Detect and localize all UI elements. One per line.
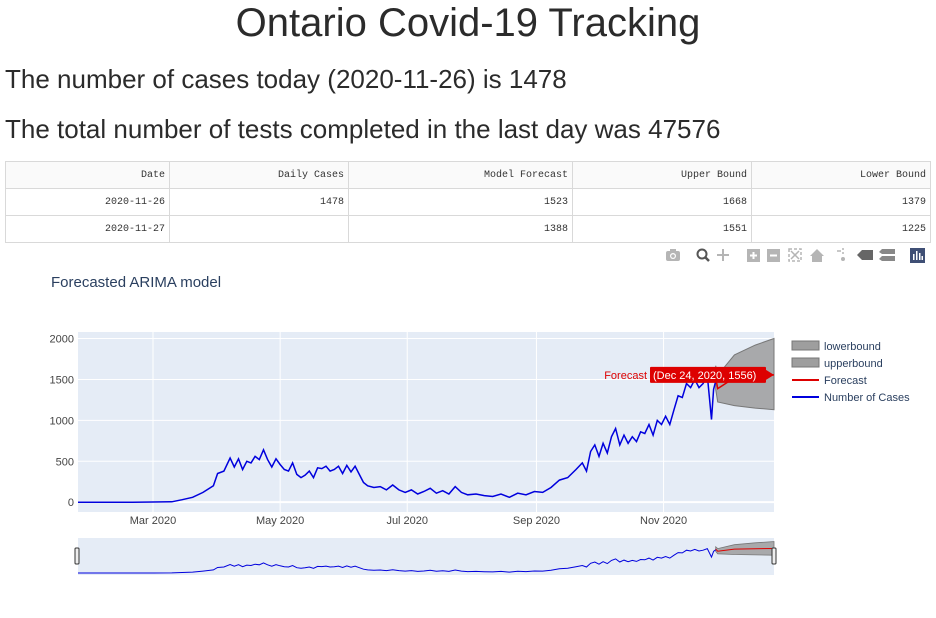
cases-today-text: The number of cases today (2020-11-26) i… (5, 64, 567, 94)
legend-label: lowerbound (824, 341, 881, 353)
hover-series-name: Forecast (604, 370, 647, 382)
range-slider-cases (78, 547, 716, 574)
legend-item-forecast[interactable]: Forecast (792, 375, 867, 387)
camera-icon[interactable] (665, 247, 681, 263)
x-tick-label: Sep 2020 (513, 515, 560, 527)
legend-item-lowerbound[interactable]: lowerbound (791, 340, 881, 353)
legend-item-upperbound[interactable]: upperbound (791, 357, 883, 370)
column-header-upper-bound[interactable]: Upper Bound (572, 161, 752, 189)
hover-compare-icon[interactable] (879, 247, 895, 263)
hover-label: Forecast (Dec 24, 2020, 1556) (604, 366, 774, 383)
range-slider[interactable] (74, 538, 777, 575)
table-cell: 1388 (348, 215, 573, 243)
y-gridlines (78, 338, 774, 504)
range-slider-left-handle[interactable] (74, 547, 80, 565)
page-title: Ontario Covid-19 Tracking (235, 1, 701, 45)
hover-closest-icon[interactable] (857, 247, 873, 263)
column-header-date[interactable]: Date (5, 161, 170, 189)
x-tick-label: Nov 2020 (640, 515, 687, 527)
column-header-model-forecast[interactable]: Model Forecast (348, 161, 573, 189)
x-tick-labels: Mar 2020 May 2020 Jul 2020 Sep 2020 Nov 2020 (130, 515, 687, 527)
table-cell: 1551 (572, 215, 752, 243)
spike-lines-icon[interactable] (835, 247, 851, 263)
plot-modebar (660, 247, 930, 265)
table-row: 2020-11-26 1478 1523 1668 1379 (5, 188, 931, 216)
plot-area[interactable] (78, 332, 774, 512)
forecast-table: Date Daily Cases Model Forecast Upper Bo… (5, 161, 931, 243)
y-tick-label: 1500 (50, 374, 74, 386)
y-tick-label: 500 (56, 456, 74, 468)
table-row: 2020-11-27 1388 1551 1225 (5, 215, 931, 243)
legend-label: Forecast (824, 375, 867, 387)
legend-label: Number of Cases (824, 392, 910, 404)
table-cell: 1225 (751, 215, 931, 243)
hover-box (650, 366, 766, 383)
plotly-logo-icon[interactable] (909, 247, 925, 263)
cases-line (78, 372, 717, 503)
column-header-daily-cases[interactable]: Daily Cases (169, 161, 349, 189)
legend-swatch-upperbound (791, 357, 820, 368)
table-cell: 2020-11-27 (5, 215, 170, 243)
chart-title: Forecasted ARIMA model (51, 274, 221, 291)
hover-arrow (766, 369, 774, 380)
reset-axes-icon[interactable] (809, 247, 825, 263)
hover-value: (Dec 24, 2020, 1556) (653, 370, 756, 382)
table-cell: 1379 (751, 188, 931, 216)
x-tick-label: May 2020 (256, 515, 304, 527)
zoom-icon[interactable] (695, 247, 711, 263)
legend-item-number-of-cases[interactable]: Number of Cases (792, 392, 910, 404)
table-header-row: Date Daily Cases Model Forecast Upper Bo… (5, 161, 931, 189)
y-tick-label: 2000 (50, 334, 74, 346)
table-cell: 2020-11-26 (5, 188, 170, 216)
x-gridlines (152, 332, 665, 512)
y-tick-label: 1000 (50, 415, 74, 427)
autoscale-icon[interactable] (787, 247, 803, 263)
range-slider-background (78, 538, 774, 575)
tests-today-text: The total number of tests completed in t… (5, 114, 721, 144)
arima-chart: Forecasted ARIMA model 0500100015002000 … (50, 274, 910, 575)
legend-swatch-lowerbound (791, 340, 820, 351)
column-header-lower-bound[interactable]: Lower Bound (751, 161, 931, 189)
table-cell: 1523 (348, 188, 573, 216)
zoom-out-icon[interactable] (765, 247, 781, 263)
table-cell: 1668 (572, 188, 752, 216)
table-cell: 1478 (169, 188, 349, 216)
table-cell (169, 215, 349, 243)
range-slider-forecast (715, 548, 775, 552)
y-tick-labels: 0 500 1000 1500 2000 (50, 334, 74, 510)
legend-label: upperbound (824, 358, 883, 370)
range-slider-right-handle[interactable] (771, 547, 777, 565)
y-tick-label: 0 (68, 497, 74, 509)
x-tick-label: Jul 2020 (386, 515, 428, 527)
zoom-in-icon[interactable] (745, 247, 761, 263)
pan-icon[interactable] (715, 247, 731, 263)
legend: lowerbound upperbound Forecast Number of… (791, 340, 910, 404)
x-tick-label: Mar 2020 (130, 515, 176, 527)
